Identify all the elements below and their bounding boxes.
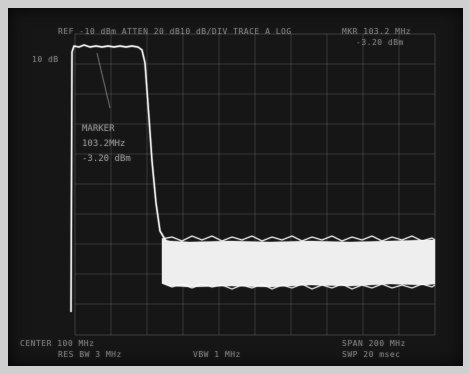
- top-center-readout: 10 dB/DIV TRACE A LOG: [180, 27, 292, 36]
- marker-frequency: 103.2MHz: [82, 139, 126, 149]
- top-right-subreadout: -3.20 dBm: [356, 38, 404, 47]
- marker-label: MARKER: [82, 124, 115, 134]
- top-left-readout: REF -10 dBm ATTEN 20 dB: [58, 27, 181, 36]
- bottom-right-readout: SPAN 200 MHz: [342, 339, 406, 348]
- analyzer-screen: [8, 8, 463, 366]
- graticule: [74, 33, 436, 336]
- noise-floor-top-edge: [161, 235, 436, 242]
- noise-floor-band: [162, 239, 435, 287]
- bottom-left-subreadout: RES BW 3 MHz: [58, 350, 122, 359]
- noise-floor-bottom-edge: [161, 282, 436, 290]
- bottom-center-readout: VBW 1 MHz: [193, 350, 241, 359]
- left-scale-label: 10 dB: [32, 55, 59, 64]
- bottom-right-subreadout: SWP 20 msec: [342, 350, 401, 359]
- passband-trace: [70, 44, 167, 313]
- marker-amplitude: -3.20 dBm: [82, 154, 131, 164]
- signal-trace: [70, 44, 436, 313]
- top-right-readout: MKR 103.2 MHz: [342, 27, 412, 36]
- bottom-left-readout: CENTER 100 MHz: [20, 339, 95, 348]
- marker-lead-line: [96, 52, 111, 109]
